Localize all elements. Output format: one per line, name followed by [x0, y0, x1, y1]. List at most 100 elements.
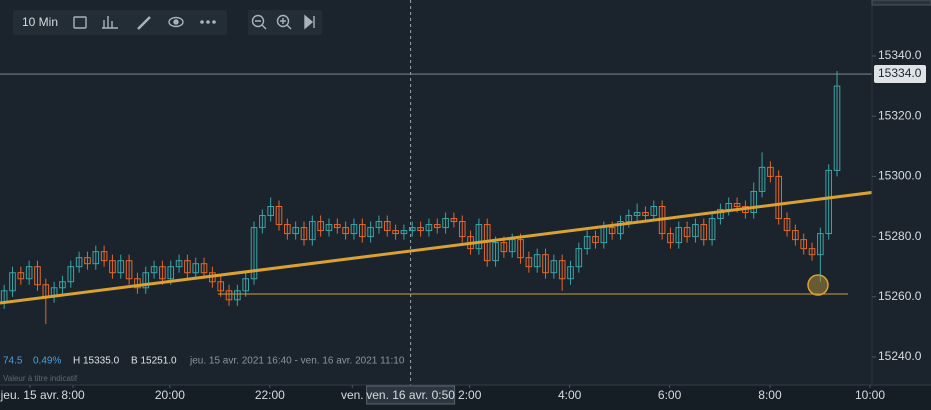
- crosshair-label: ven. 16 avr. 0:50: [366, 388, 455, 402]
- candle-body: [159, 266, 166, 280]
- x-tick-label: 4:00: [558, 388, 582, 402]
- candle-body: [317, 221, 324, 232]
- candle-body: [375, 221, 383, 229]
- candle-body: [25, 266, 33, 280]
- candle-body: [267, 205, 274, 217]
- zoom-in[interactable]: [276, 14, 290, 28]
- candle-body: [292, 227, 299, 235]
- candle-body: [284, 224, 291, 235]
- candle-body: [792, 230, 799, 241]
- candle-body: [125, 260, 133, 280]
- y-tick-label: 15300.0: [878, 169, 922, 183]
- calc-icon[interactable]: [73, 16, 87, 29]
- x-tick-label: 8:00: [61, 388, 85, 402]
- candle-body: [458, 221, 466, 238]
- corner-box: [871, 0, 931, 6]
- y-tick-label: 15320.0: [878, 108, 922, 122]
- change-pct: 0.49%: [33, 356, 61, 367]
- candle-body: [825, 169, 832, 235]
- candle-body: [542, 254, 549, 274]
- candle-body: [492, 242, 499, 262]
- trend-line[interactable]: [0, 183, 931, 305]
- candle-body: [417, 227, 424, 232]
- candle-body: [783, 218, 791, 232]
- price-axis: [872, 0, 931, 385]
- y-tick-label: 15340.0: [878, 48, 922, 62]
- candle-body: [800, 239, 808, 250]
- candle-body: [667, 233, 674, 244]
- candle-body: [650, 205, 658, 217]
- candle-body: [184, 260, 191, 274]
- candle-body: [150, 266, 158, 274]
- candle-body: [817, 233, 824, 256]
- toolbar: [13, 10, 227, 35]
- candle-body: [625, 215, 633, 223]
- candle-body: [383, 221, 391, 232]
- x-tick-label: 6:00: [658, 388, 682, 402]
- candle-body: [259, 215, 266, 229]
- eye-pupil: [173, 19, 179, 25]
- marker-circle[interactable]: [807, 274, 829, 296]
- candle-body: [334, 224, 341, 229]
- y-tick-label: 15280.0: [878, 229, 922, 243]
- candle-body: [350, 224, 358, 235]
- high: H 15335.0: [73, 356, 120, 367]
- candle-body: [275, 205, 283, 226]
- candle-body: [175, 260, 183, 268]
- last-price-label: 15334.0: [878, 66, 922, 80]
- candle-body: [109, 260, 116, 274]
- candle-body: [633, 212, 641, 217]
- eye-icon[interactable]: [168, 16, 184, 28]
- candle-body: [34, 266, 41, 286]
- x-tick-label: ven.: [341, 388, 364, 402]
- candle-body: [9, 272, 16, 292]
- candle-body: [367, 227, 374, 238]
- x-tick-label: jeu. 15 avr.: [0, 388, 59, 402]
- candle-body: [142, 272, 150, 289]
- candle-body: [425, 224, 433, 232]
- more-icon[interactable]: [200, 20, 216, 24]
- x-tick-label: 2:00: [458, 388, 482, 402]
- zoom-toolbar: [248, 10, 322, 35]
- candle-body: [75, 257, 83, 268]
- candle-body: [767, 166, 774, 177]
- x-tick-label: 20:00: [155, 388, 185, 402]
- x-tick-label: 22:00: [255, 388, 285, 402]
- x-tick-label: 8:00: [758, 388, 782, 402]
- zoom-out[interactable]: [251, 14, 265, 28]
- candle-body: [450, 218, 458, 223]
- interval-button[interactable]: 10 Min: [22, 15, 58, 29]
- candle-body: [758, 166, 766, 192]
- candle-body: [750, 190, 758, 214]
- candle-body: [192, 263, 200, 274]
- candle-body: [500, 242, 508, 253]
- candle-body: [100, 251, 108, 262]
- time-axis: [0, 385, 931, 410]
- candle-body: [617, 221, 624, 235]
- change: 74.5: [3, 356, 23, 367]
- candle-body: [592, 236, 599, 244]
- candle-body: [583, 236, 591, 250]
- candle-body: [217, 281, 225, 292]
- candle-body: [708, 218, 716, 241]
- candle-body: [117, 260, 125, 274]
- candle-body: [17, 272, 25, 280]
- candle-body: [134, 278, 141, 289]
- bars-icon[interactable]: [102, 16, 118, 29]
- note: Valeur à titre indicatif: [3, 374, 78, 383]
- y-tick-label: 15240.0: [878, 349, 922, 363]
- candle-body: [550, 260, 558, 274]
- crosshair-label-box: [366, 385, 456, 405]
- candle-body: [92, 251, 100, 265]
- pen-icon[interactable]: [137, 16, 151, 30]
- go-end[interactable]: [304, 14, 315, 30]
- candle-body: [400, 230, 408, 235]
- candle-body: [775, 175, 783, 220]
- candle-body: [508, 239, 516, 253]
- candle-body: [59, 281, 66, 289]
- candle-body: [408, 227, 416, 232]
- candle-body: [608, 227, 616, 235]
- candle-body: [342, 227, 349, 235]
